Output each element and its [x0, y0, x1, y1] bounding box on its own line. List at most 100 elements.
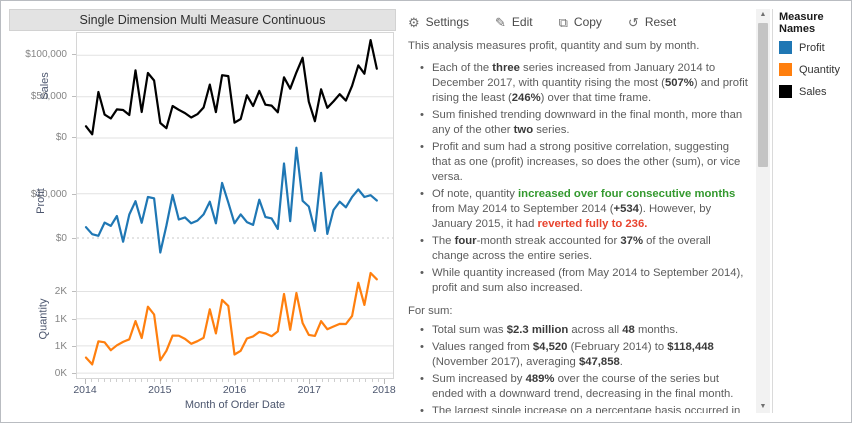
profit-axis-title: Profit	[35, 188, 48, 214]
insight-bullet: Each of the three series increased from …	[420, 61, 750, 106]
edit-button[interactable]: ✎ Edit	[495, 15, 533, 29]
legend-item-profit[interactable]: Profit	[779, 41, 851, 54]
sales-svg	[77, 38, 393, 139]
x-year-label: 2015	[148, 384, 172, 396]
x-tick-mark	[85, 379, 86, 384]
x-tick-mark	[190, 379, 192, 382]
quantity-svg	[77, 271, 393, 374]
reset-button[interactable]: ↺ Reset	[628, 15, 676, 29]
copy-label: Copy	[573, 15, 602, 29]
settings-label: Settings	[425, 15, 470, 29]
x-tick-mark	[290, 379, 292, 382]
x-tick-mark	[209, 379, 211, 382]
scroll-down-arrow[interactable]: ▼	[759, 403, 767, 410]
x-tick-mark	[334, 379, 336, 382]
profit-svg	[77, 146, 393, 254]
x-tick-mark	[315, 379, 317, 382]
x-tick-mark	[197, 379, 199, 382]
quantity-ytick-label: 0K	[54, 368, 67, 380]
insight-bullet: The four-month streak accounted for 37% …	[420, 234, 750, 264]
x-tick-mark	[253, 379, 255, 382]
sales-line-chart[interactable]	[76, 32, 394, 144]
x-year-label: 2018	[372, 384, 396, 396]
tick-mark	[72, 193, 76, 195]
copy-button[interactable]: ⧉ Copy	[559, 15, 602, 29]
section-header: For sum:	[408, 305, 453, 317]
x-tick-mark	[346, 379, 348, 382]
x-tick-mark	[222, 379, 223, 382]
x-year-label: 2016	[222, 384, 247, 396]
tick-mark	[72, 345, 76, 347]
insights-list: Each of the three series increased from …	[408, 61, 750, 296]
quantity-line-chart[interactable]	[76, 261, 394, 379]
sales-color-swatch	[779, 85, 792, 98]
x-tick-mark	[309, 379, 311, 384]
insights-content: This analysis measures profit, quantity …	[408, 39, 750, 413]
x-tick-mark	[141, 379, 143, 382]
x-tick-mark	[321, 379, 323, 382]
tick-mark	[72, 95, 76, 97]
scroll-thumb[interactable]	[758, 23, 768, 167]
legend-item-sales[interactable]: Sales	[779, 85, 851, 98]
sales-ytick-label: $100,000	[25, 49, 67, 61]
x-tick-mark	[184, 379, 186, 382]
scrollbar[interactable]: ▲ ▼	[756, 9, 770, 413]
profit-ytick-label: $0	[55, 233, 67, 245]
sales-ytick-label: $50,000	[30, 90, 67, 102]
toolbar: ⚙ Settings ✎ Edit ⧉ Copy ↺ Reset	[408, 11, 676, 33]
x-tick-mark	[215, 379, 217, 382]
pencil-icon: ✎	[495, 14, 506, 30]
x-axis: 2014 2015 2016 2017 2018	[73, 379, 396, 409]
sum-insight-bullet: Sum increased by 489% over the course of…	[420, 372, 750, 402]
x-tick-mark	[271, 379, 273, 382]
x-year-label: 2014	[73, 384, 97, 396]
reset-label: Reset	[644, 15, 677, 29]
x-tick-mark	[153, 379, 155, 382]
edit-label: Edit	[511, 15, 533, 29]
x-tick-mark	[159, 379, 161, 384]
quantity-color-swatch	[779, 63, 792, 76]
legend-items: Profit Quantity Sales	[779, 41, 851, 98]
x-tick-mark	[265, 379, 267, 382]
legend-item-quantity[interactable]: Quantity	[779, 63, 851, 76]
legend-item-label: Sales	[799, 85, 827, 98]
tick-mark	[72, 373, 76, 375]
x-tick-mark	[359, 379, 361, 382]
legend-item-label: Profit	[799, 41, 825, 54]
x-tick-mark	[240, 379, 242, 382]
x-tick-mark	[303, 379, 304, 382]
x-tick-mark	[278, 379, 280, 382]
x-tick-mark	[259, 379, 261, 382]
x-tick-mark	[97, 379, 99, 382]
legend-panel: Measure Names Profit Quantity Sales	[772, 9, 851, 413]
quantity-ytick-label: 2K	[54, 286, 67, 298]
sum-insights-list: Total sum was $2.3 million across all 48…	[408, 323, 750, 413]
tick-mark	[72, 318, 76, 320]
quantity-ytick-label: 1K	[54, 313, 67, 325]
sum-insight-bullet: The largest single increase on a percent…	[420, 404, 750, 413]
intro-text: This analysis measures profit, quantity …	[408, 40, 700, 52]
sum-insight-bullet: Total sum was $2.3 million across all 48…	[420, 323, 750, 338]
tick-mark	[72, 238, 76, 240]
x-year-label: 2017	[297, 384, 321, 396]
settings-button[interactable]: ⚙ Settings	[408, 15, 469, 29]
reset-icon: ↺	[627, 14, 639, 30]
profit-line-chart[interactable]	[76, 143, 394, 262]
sum-insight-bullet: Values ranged from $4,520 (February 2014…	[420, 340, 750, 370]
scroll-up-arrow[interactable]: ▲	[759, 11, 767, 18]
quantity-ytick-label: 1K	[54, 340, 67, 352]
x-tick-mark	[166, 379, 167, 382]
x-tick-mark	[228, 379, 230, 382]
chart-title: Single Dimension Multi Measure Continuou…	[9, 9, 396, 31]
profit-color-swatch	[779, 41, 792, 54]
x-tick-mark	[352, 379, 354, 382]
tick-mark	[72, 54, 76, 56]
tick-mark	[72, 291, 76, 293]
x-tick-mark	[377, 379, 379, 382]
chart-panel: Single Dimension Multi Measure Continuou…	[9, 9, 396, 413]
insight-bullet: While quantity increased (from May 2014 …	[420, 266, 750, 296]
x-tick-mark	[371, 379, 373, 382]
sales-ytick-label: $0	[55, 132, 67, 144]
x-tick-mark	[327, 379, 329, 382]
